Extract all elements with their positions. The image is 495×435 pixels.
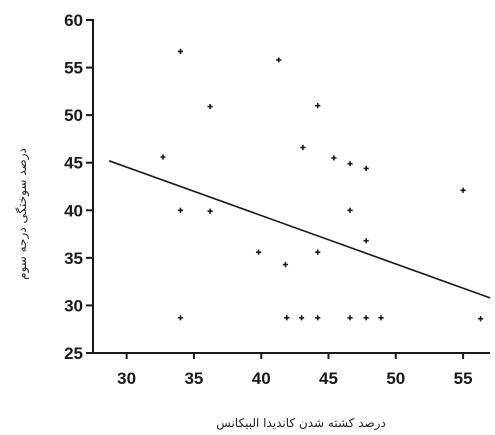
data-point [207, 208, 213, 214]
data-point [363, 315, 369, 321]
data-point [276, 57, 282, 63]
x-tick-label: 55 [454, 369, 473, 388]
x-tick-label: 50 [386, 369, 405, 388]
y-tick-label: 30 [64, 296, 83, 315]
data-point [347, 315, 353, 321]
data-point [177, 315, 184, 321]
data-point [207, 103, 213, 110]
y-tick-label: 35 [64, 249, 83, 268]
y-axis-label: درصد سوختگی درجه سوم [15, 148, 30, 280]
x-axis-label: درصد کشته شدن کاندیدا البیکانس [216, 416, 386, 431]
data-point [282, 261, 289, 268]
y-tick-label: 25 [64, 344, 83, 363]
data-point [331, 155, 337, 161]
data-point [347, 207, 353, 213]
data-point [460, 187, 466, 193]
data-point [315, 315, 321, 321]
y-axis-ticks: 25 30 35 40 45 50 55 60 [64, 11, 93, 363]
data-point [347, 161, 353, 167]
data-point [177, 207, 184, 213]
data-point [315, 249, 321, 255]
y-tick-label: 40 [64, 201, 83, 220]
data-point [363, 165, 369, 172]
trend-line-group [108, 160, 491, 299]
y-tick-label: 55 [64, 59, 83, 78]
x-tick-label: 45 [319, 369, 338, 388]
trend-line [108, 160, 491, 299]
y-tick-label: 45 [64, 154, 83, 173]
data-point [363, 238, 369, 244]
data-point [300, 144, 306, 151]
data-point [315, 103, 321, 109]
x-tick-label: 40 [252, 369, 271, 388]
data-point [177, 48, 184, 54]
axes [92, 19, 490, 354]
data-point [298, 315, 305, 321]
data-point [378, 315, 384, 321]
data-point [160, 154, 166, 160]
data-points [160, 48, 484, 322]
x-tick-label: 30 [117, 369, 136, 388]
y-tick-label: 60 [64, 11, 83, 30]
data-point [477, 316, 484, 322]
y-tick-label: 50 [64, 106, 83, 125]
data-point [284, 315, 290, 321]
x-tick-label: 35 [184, 369, 203, 388]
data-point [255, 249, 262, 255]
x-axis-ticks: 30 35 40 45 50 55 [117, 353, 473, 388]
